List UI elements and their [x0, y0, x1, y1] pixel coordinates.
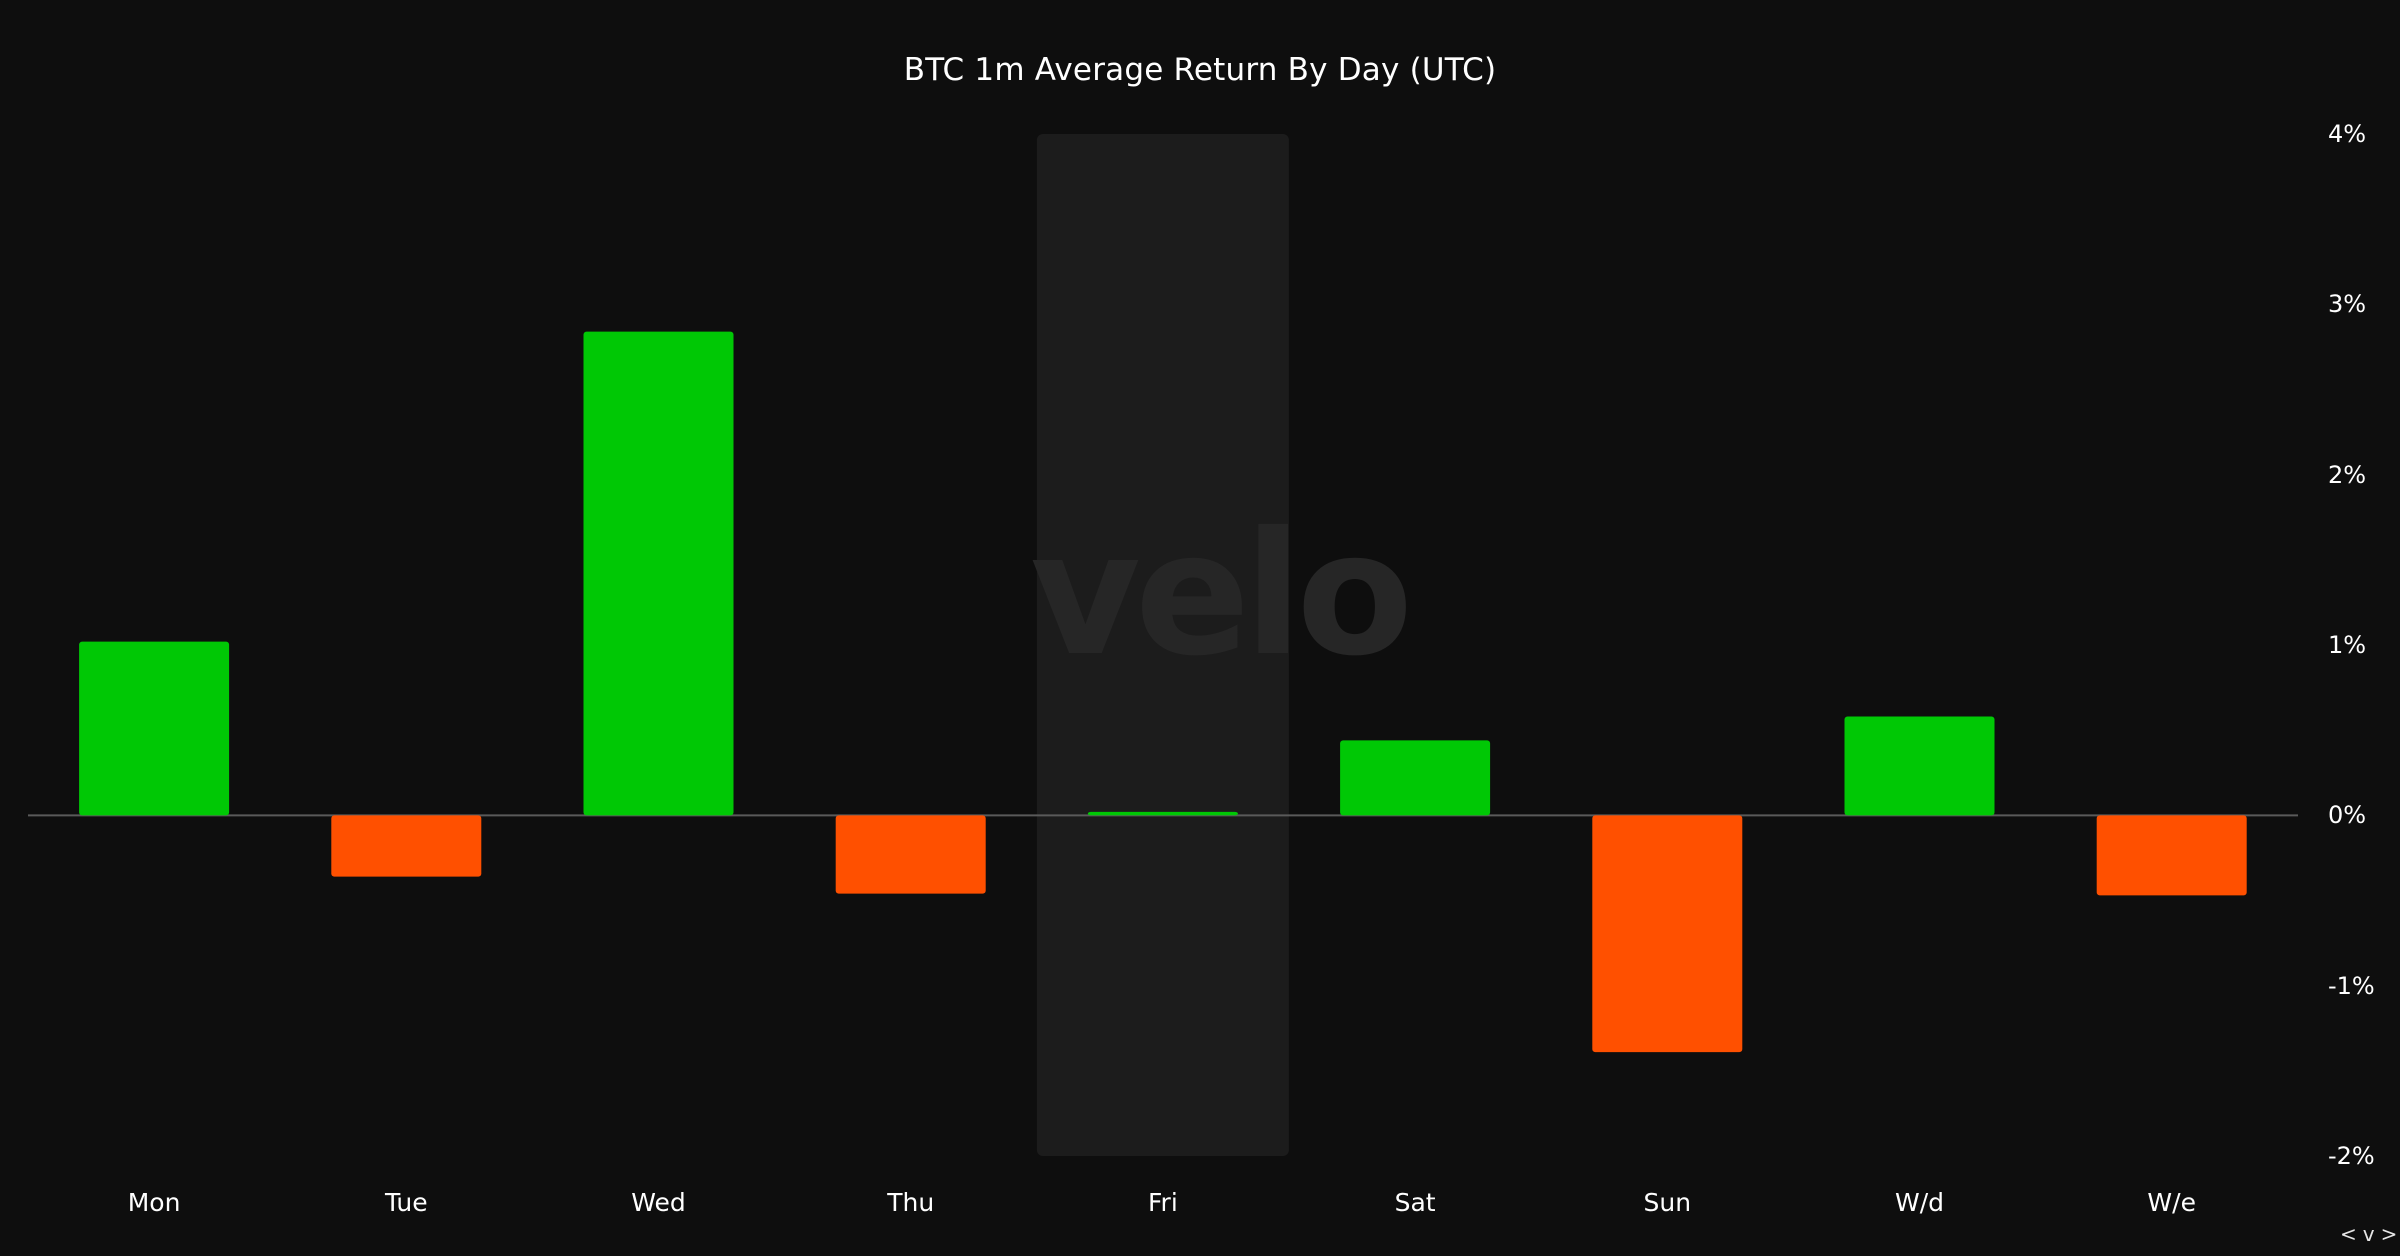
x-tick-label: W/d — [1894, 1188, 1944, 1217]
y-tick-label: 2% — [2328, 460, 2367, 489]
y-tick-label: 4% — [2328, 120, 2367, 148]
bar-tue[interactable] — [331, 815, 482, 877]
y-tick-label: -1% — [2328, 971, 2375, 1000]
x-tick-label: Fri — [1147, 1188, 1178, 1217]
y-tick-label: -2% — [2328, 1142, 2375, 1170]
y-tick-label: 1% — [2328, 631, 2367, 659]
y-tick-label: 0% — [2328, 801, 2367, 830]
velo-watermark: velo — [1030, 496, 1413, 694]
bar-sun[interactable] — [1592, 815, 1743, 1053]
x-tick-label: Sat — [1394, 1188, 1436, 1217]
x-tick-label: Tue — [384, 1188, 428, 1217]
bar-wd[interactable] — [1844, 716, 1995, 816]
bar-thu[interactable] — [835, 815, 986, 894]
chart-title: BTC 1m Average Return By Day (UTC) — [903, 52, 1497, 88]
bar-mon[interactable] — [79, 641, 230, 816]
bar-we[interactable] — [2096, 815, 2247, 896]
y-tick-label: 3% — [2328, 290, 2367, 319]
hover-highlight-band — [1036, 134, 1289, 1156]
x-tick-label: Thu — [887, 1188, 935, 1217]
bar-sat[interactable] — [1340, 740, 1491, 816]
chart-nav-arrows[interactable]: <v> — [2340, 1222, 2400, 1246]
x-tick-label: W/e — [2147, 1188, 2196, 1217]
bar-fri[interactable] — [1087, 811, 1238, 816]
bar-wed[interactable] — [583, 331, 734, 816]
x-tick-label: Wed — [631, 1188, 686, 1217]
x-tick-label: Sun — [1643, 1188, 1692, 1217]
x-tick-label: Mon — [127, 1188, 181, 1217]
